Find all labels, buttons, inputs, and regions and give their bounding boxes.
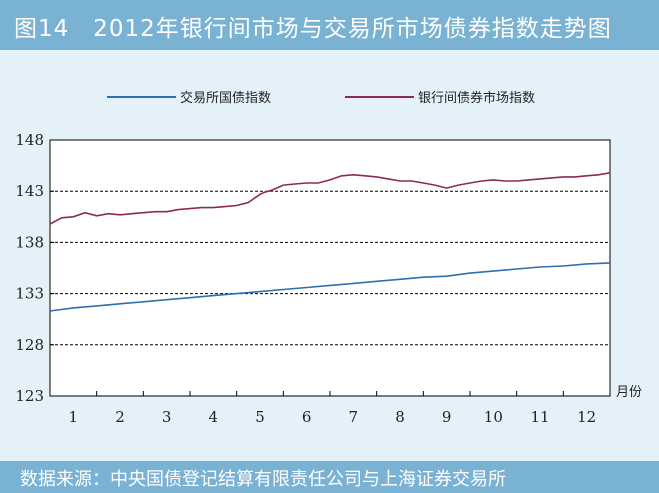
x-tick-label-10: 10 xyxy=(484,408,503,426)
x-tick-label-4: 4 xyxy=(209,408,219,426)
y-tick-label-128: 128 xyxy=(15,336,44,354)
x-tick-label-2: 2 xyxy=(115,408,125,426)
x-axis: 1 2 3 4 5 6 7 8 9 10 11 12 xyxy=(69,391,596,426)
footer-bar: 数据来源：中央国债登记结算有限责任公司与上海证券交易所 xyxy=(0,461,659,493)
x-tick-label-8: 8 xyxy=(395,408,405,426)
title-bar: 图14 2012年银行间市场与交易所市场债券指数走势图 xyxy=(0,0,659,50)
x-tick-label-11: 11 xyxy=(530,408,549,426)
series-line-interbank xyxy=(49,172,611,225)
x-axis-unit: 月份 xyxy=(616,385,642,400)
y-tick-label-148: 148 xyxy=(15,131,44,149)
x-tick-label-12: 12 xyxy=(577,408,596,426)
legend-label-interbank: 银行间债券市场指数 xyxy=(418,90,535,106)
series-line-exchange xyxy=(49,262,611,312)
x-tick-label-1: 1 xyxy=(69,408,79,426)
y-tick-label-123: 123 xyxy=(15,387,44,405)
x-tick-label-9: 9 xyxy=(442,408,452,426)
y-tick-label-138: 138 xyxy=(15,233,44,251)
y-axis: 148 143 138 133 128 123 xyxy=(15,131,54,405)
series-lines xyxy=(49,172,611,312)
source-note: 数据来源：中央国债登记结算有限责任公司与上海证券交易所 xyxy=(20,469,506,490)
x-tick-label-3: 3 xyxy=(162,408,172,426)
y-tick-label-143: 143 xyxy=(15,182,44,200)
plot-frame xyxy=(49,139,611,397)
x-tick-label-6: 6 xyxy=(302,408,312,426)
x-tick-label-7: 7 xyxy=(349,408,359,426)
grid-lines xyxy=(50,190,610,346)
y-tick-label-133: 133 xyxy=(15,285,44,303)
chart-title: 图14 2012年银行间市场与交易所市场债券指数走势图 xyxy=(14,16,612,42)
legend: 交易所国债指数 银行间债券市场指数 xyxy=(107,90,535,106)
x-tick-label-5: 5 xyxy=(255,408,265,426)
legend-label-exchange: 交易所国债指数 xyxy=(180,90,271,106)
